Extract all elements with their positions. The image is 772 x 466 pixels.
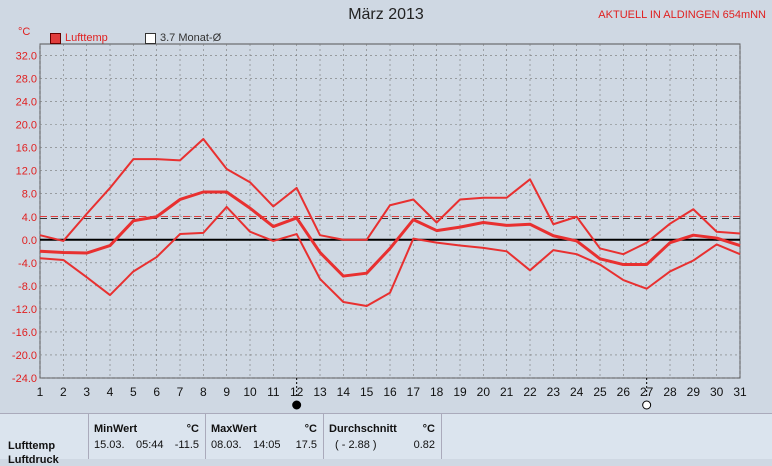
- chart-title: März 2013: [348, 6, 424, 23]
- y-tick-label: 12.0: [16, 166, 37, 178]
- stats-avg-paren: ( - 2.88 ): [335, 439, 377, 451]
- x-tick-label: 21: [500, 385, 514, 399]
- x-tick-label: 13: [313, 385, 327, 399]
- series-line-max: [39, 138, 741, 256]
- x-tick-label: 20: [477, 385, 491, 399]
- x-tick-label: 19: [453, 385, 467, 399]
- stats-min-header: MinWert: [94, 423, 138, 435]
- y-tick-label: 32.0: [16, 51, 37, 63]
- x-tick-label: 31: [733, 385, 747, 399]
- y-tick-label: 4.0: [22, 212, 37, 224]
- temperature-chart: 1 2 3 4 5 6 7 8 9 10 11 12 13 14 15 16 17 18 19 20 21 22 23 24 2…: [12, 43, 747, 410]
- y-axis-unit: °C: [18, 26, 31, 38]
- x-tick-label: 17: [407, 385, 421, 399]
- stats-max-column: MaxWert °C 08.03. 14:05 17.5: [205, 414, 324, 459]
- x-tick-label: 3: [83, 385, 90, 399]
- stats-max-date: 08.03.: [211, 439, 242, 451]
- x-tick-label: 15: [360, 385, 374, 399]
- x-tick-label: 28: [663, 385, 677, 399]
- y-tick-label: 24.0: [16, 97, 37, 109]
- stats-min-column: MinWert °C 15.03. 05:44 -11.5: [88, 414, 206, 459]
- legend-label-monthly-average: 3.7 Monat-Ø: [160, 32, 222, 44]
- x-tick-label: 4: [107, 385, 114, 399]
- x-tick-label: 6: [153, 385, 160, 399]
- series-line-mean: [39, 190, 741, 278]
- stats-max-time: 14:05: [253, 439, 281, 451]
- x-tick-label: 10: [243, 385, 257, 399]
- x-tick-label: 23: [547, 385, 561, 399]
- stats-row-label: Lufttemp: [8, 440, 56, 452]
- legend-swatch-monthly-average: [145, 32, 156, 44]
- x-tick-label: 1: [37, 385, 44, 399]
- x-tick-label: 9: [223, 385, 230, 399]
- x-tick-label: 11: [267, 385, 280, 399]
- full-moon-marker: [642, 400, 652, 410]
- new-moon-marker: [292, 400, 302, 410]
- y-tick-label: 0.0: [22, 235, 37, 247]
- legend-item-lufttemp: Lufttemp: [50, 32, 108, 44]
- stats-min-time: 05:44: [136, 439, 164, 451]
- station-label: AKTUELL IN ALDINGEN 654mNN: [598, 9, 766, 21]
- series-line-min: [39, 205, 741, 308]
- stats-avg-value: 0.82: [413, 439, 435, 451]
- x-tick-label: 2: [60, 385, 67, 399]
- stats-min-date: 15.03.: [94, 439, 125, 451]
- y-tick-label: 28.0: [16, 74, 37, 86]
- stats-max-value: 17.5: [295, 439, 317, 451]
- y-tick-label: -24.0: [12, 373, 37, 385]
- x-tick-label: 18: [430, 385, 444, 399]
- legend-swatch-lufttemp: [50, 32, 61, 44]
- stats-min-unit: °C: [186, 423, 199, 435]
- legend-label-lufttemp: Lufttemp: [65, 32, 108, 44]
- stats-avg-unit: °C: [422, 423, 435, 435]
- y-tick-label: -4.0: [18, 258, 37, 270]
- y-tick-label: -16.0: [12, 327, 37, 339]
- y-tick-label: -20.0: [12, 350, 37, 362]
- stats-min-value: -11.5: [174, 439, 199, 451]
- x-tick-label: 14: [337, 385, 351, 399]
- stats-panel: Lufttemp Luftdruck MinWert °C 15.03. 05:…: [0, 413, 772, 466]
- x-tick-label: 22: [523, 385, 537, 399]
- y-tick-label: -8.0: [18, 281, 37, 293]
- y-tick-label: -12.0: [12, 304, 37, 316]
- y-tick-label: 20.0: [16, 120, 37, 132]
- x-tick-label: 29: [687, 385, 701, 399]
- stats-avg-header: Durchschnitt: [329, 423, 397, 435]
- x-tick-label: 26: [617, 385, 631, 399]
- y-tick-label: 8.0: [22, 189, 37, 201]
- stats-max-unit: °C: [304, 423, 317, 435]
- x-tick-label: 16: [383, 385, 397, 399]
- x-tick-label: 5: [130, 385, 137, 399]
- y-tick-label: 16.0: [16, 143, 37, 155]
- stats-max-header: MaxWert: [211, 423, 257, 435]
- stats-row-label-2: Luftdruck: [8, 454, 59, 466]
- x-tick-label: 24: [570, 385, 584, 399]
- x-tick-label: 30: [710, 385, 724, 399]
- legend-item-monthly-average: 3.7 Monat-Ø: [145, 32, 221, 44]
- stats-label-column: Lufttemp Luftdruck: [0, 414, 89, 466]
- x-tick-label: 7: [177, 385, 184, 399]
- x-tick-label: 8: [200, 385, 207, 399]
- x-tick-label: 25: [593, 385, 607, 399]
- stats-avg-column: Durchschnitt °C ( - 2.88 ) 0.82: [323, 414, 442, 459]
